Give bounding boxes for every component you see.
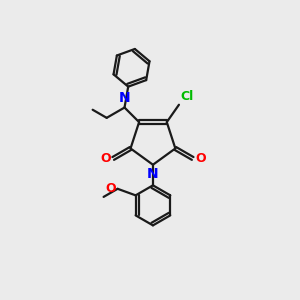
Text: O: O bbox=[100, 152, 111, 165]
Text: N: N bbox=[119, 91, 130, 105]
Text: Cl: Cl bbox=[180, 90, 194, 103]
Text: N: N bbox=[147, 167, 159, 181]
Text: O: O bbox=[195, 152, 206, 165]
Text: O: O bbox=[106, 182, 116, 195]
